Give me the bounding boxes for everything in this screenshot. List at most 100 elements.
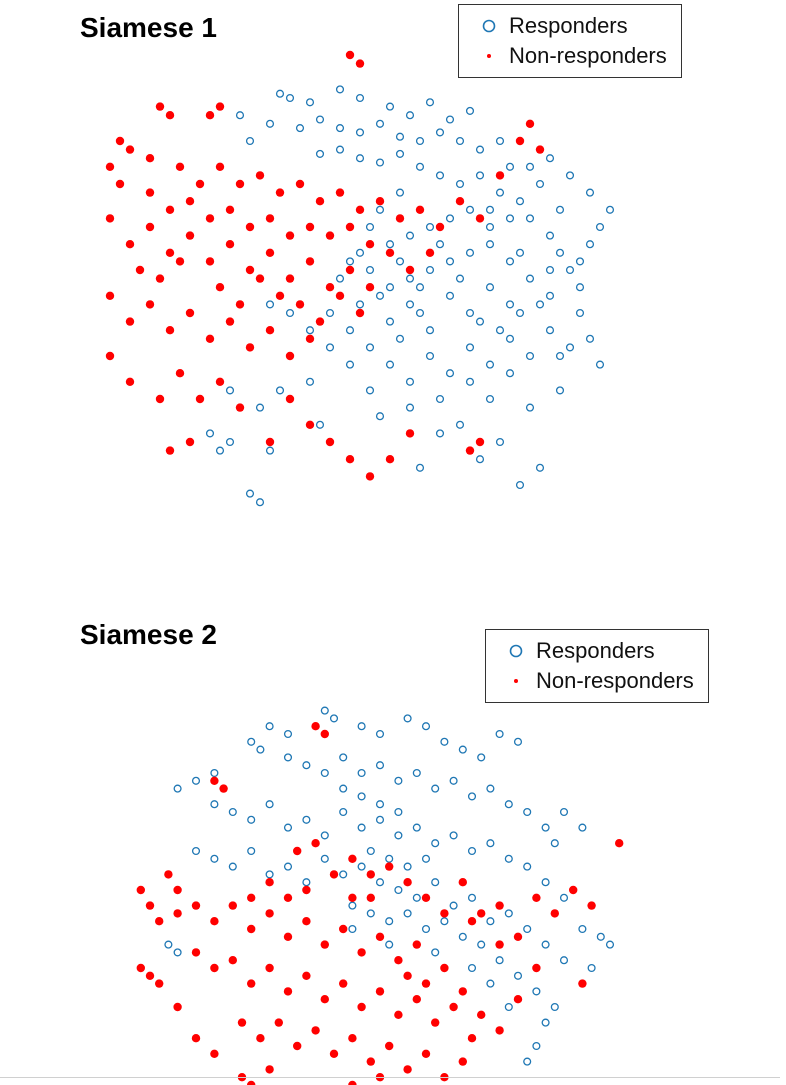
responder-point (256, 745, 265, 754)
non-responder-point (339, 924, 348, 934)
non-responder-point (345, 265, 355, 275)
non-responder-point (195, 179, 205, 189)
responder-point (555, 205, 565, 214)
non-responder-point (440, 963, 449, 973)
responder-point (535, 300, 545, 309)
responder-point (375, 291, 385, 300)
responder-point (445, 291, 455, 300)
responder-point (545, 231, 555, 240)
responder-point (255, 498, 265, 507)
responder-point (320, 706, 329, 715)
responder-point (191, 776, 201, 785)
responder-point (265, 119, 275, 128)
non-responder-point (513, 932, 523, 941)
responder-point (305, 98, 315, 107)
filled-dot-marker-icon (496, 666, 536, 696)
responder-point (449, 901, 458, 910)
non-responder-point (247, 979, 256, 988)
non-responder-point (345, 50, 355, 60)
non-responder-point (365, 472, 375, 481)
non-responder-point (405, 265, 415, 275)
responder-point (578, 924, 587, 934)
responder-point (575, 283, 585, 292)
responder-point (415, 308, 425, 318)
responder-point (385, 917, 394, 926)
non-responder-point (145, 901, 155, 910)
responder-point (283, 823, 293, 832)
responder-point (467, 846, 477, 856)
non-responder-point (345, 222, 355, 232)
non-responder-point (165, 446, 175, 455)
responder-point (425, 98, 435, 107)
non-responder-point (205, 111, 215, 120)
non-responder-point (431, 1018, 440, 1027)
responder-point (385, 283, 395, 292)
responder-point (375, 761, 385, 770)
responder-point (475, 171, 485, 180)
responder-point (555, 248, 565, 257)
non-responder-point (495, 940, 504, 949)
responder-point (339, 753, 348, 762)
responder-point (425, 265, 435, 275)
non-responder-point (164, 870, 173, 879)
non-responder-point (283, 932, 293, 941)
responder-point (455, 274, 465, 283)
responder-point (403, 862, 412, 871)
responder-point (545, 265, 555, 275)
non-responder-point (235, 403, 245, 412)
responder-point (375, 158, 385, 167)
non-responder-point (145, 154, 155, 163)
responder-point (405, 300, 415, 309)
non-responder-point (145, 188, 155, 197)
non-responder-point (449, 1002, 458, 1012)
non-responder-point (403, 1065, 412, 1074)
non-responder-point (165, 326, 175, 335)
non-responder-point (403, 971, 412, 980)
responder-point (465, 248, 475, 257)
responder-point (545, 326, 555, 335)
non-responder-point (228, 956, 237, 965)
non-responder-point (425, 248, 435, 257)
non-responder-point (115, 179, 125, 189)
non-responder-point (421, 979, 431, 988)
responder-point (345, 326, 355, 335)
responder-point (357, 722, 366, 731)
responder-point (339, 784, 348, 793)
non-responder-point (348, 1034, 357, 1043)
responder-point (523, 862, 532, 871)
responder-point (445, 257, 455, 266)
responder-point (265, 446, 275, 455)
non-responder-point (285, 231, 295, 240)
responder-point (485, 222, 495, 232)
non-responder-point (210, 1049, 219, 1058)
responder-point (505, 214, 515, 223)
non-responder-point (215, 102, 225, 111)
non-responder-point (532, 893, 541, 902)
non-responder-point (320, 995, 329, 1004)
non-responder-point (283, 987, 293, 996)
responder-point (455, 420, 465, 429)
non-responder-point (173, 885, 182, 895)
responder-point (415, 162, 425, 171)
responder-point (425, 326, 435, 335)
non-responder-point (293, 846, 302, 856)
responder-point (486, 917, 495, 926)
legend-label: Responders (536, 638, 655, 663)
non-responder-point (455, 197, 465, 206)
non-responder-point (237, 1018, 247, 1027)
responder-point (525, 403, 535, 412)
scatter-panel-1: Siamese 1 Responders Non-responders (0, 0, 786, 540)
scatter-plot-area (105, 50, 615, 507)
responder-point (265, 800, 274, 809)
non-responder-point (155, 917, 164, 926)
non-responder-point (335, 291, 345, 300)
non-responder-point (295, 300, 305, 309)
responder-point (435, 429, 445, 438)
non-responder-point (302, 971, 311, 980)
chart-title: Siamese 2 (80, 619, 217, 650)
non-responder-point (385, 1041, 394, 1051)
responder-point (431, 839, 440, 848)
non-responder-point (125, 240, 135, 249)
responder-point (535, 463, 545, 472)
responder-point (320, 768, 329, 778)
